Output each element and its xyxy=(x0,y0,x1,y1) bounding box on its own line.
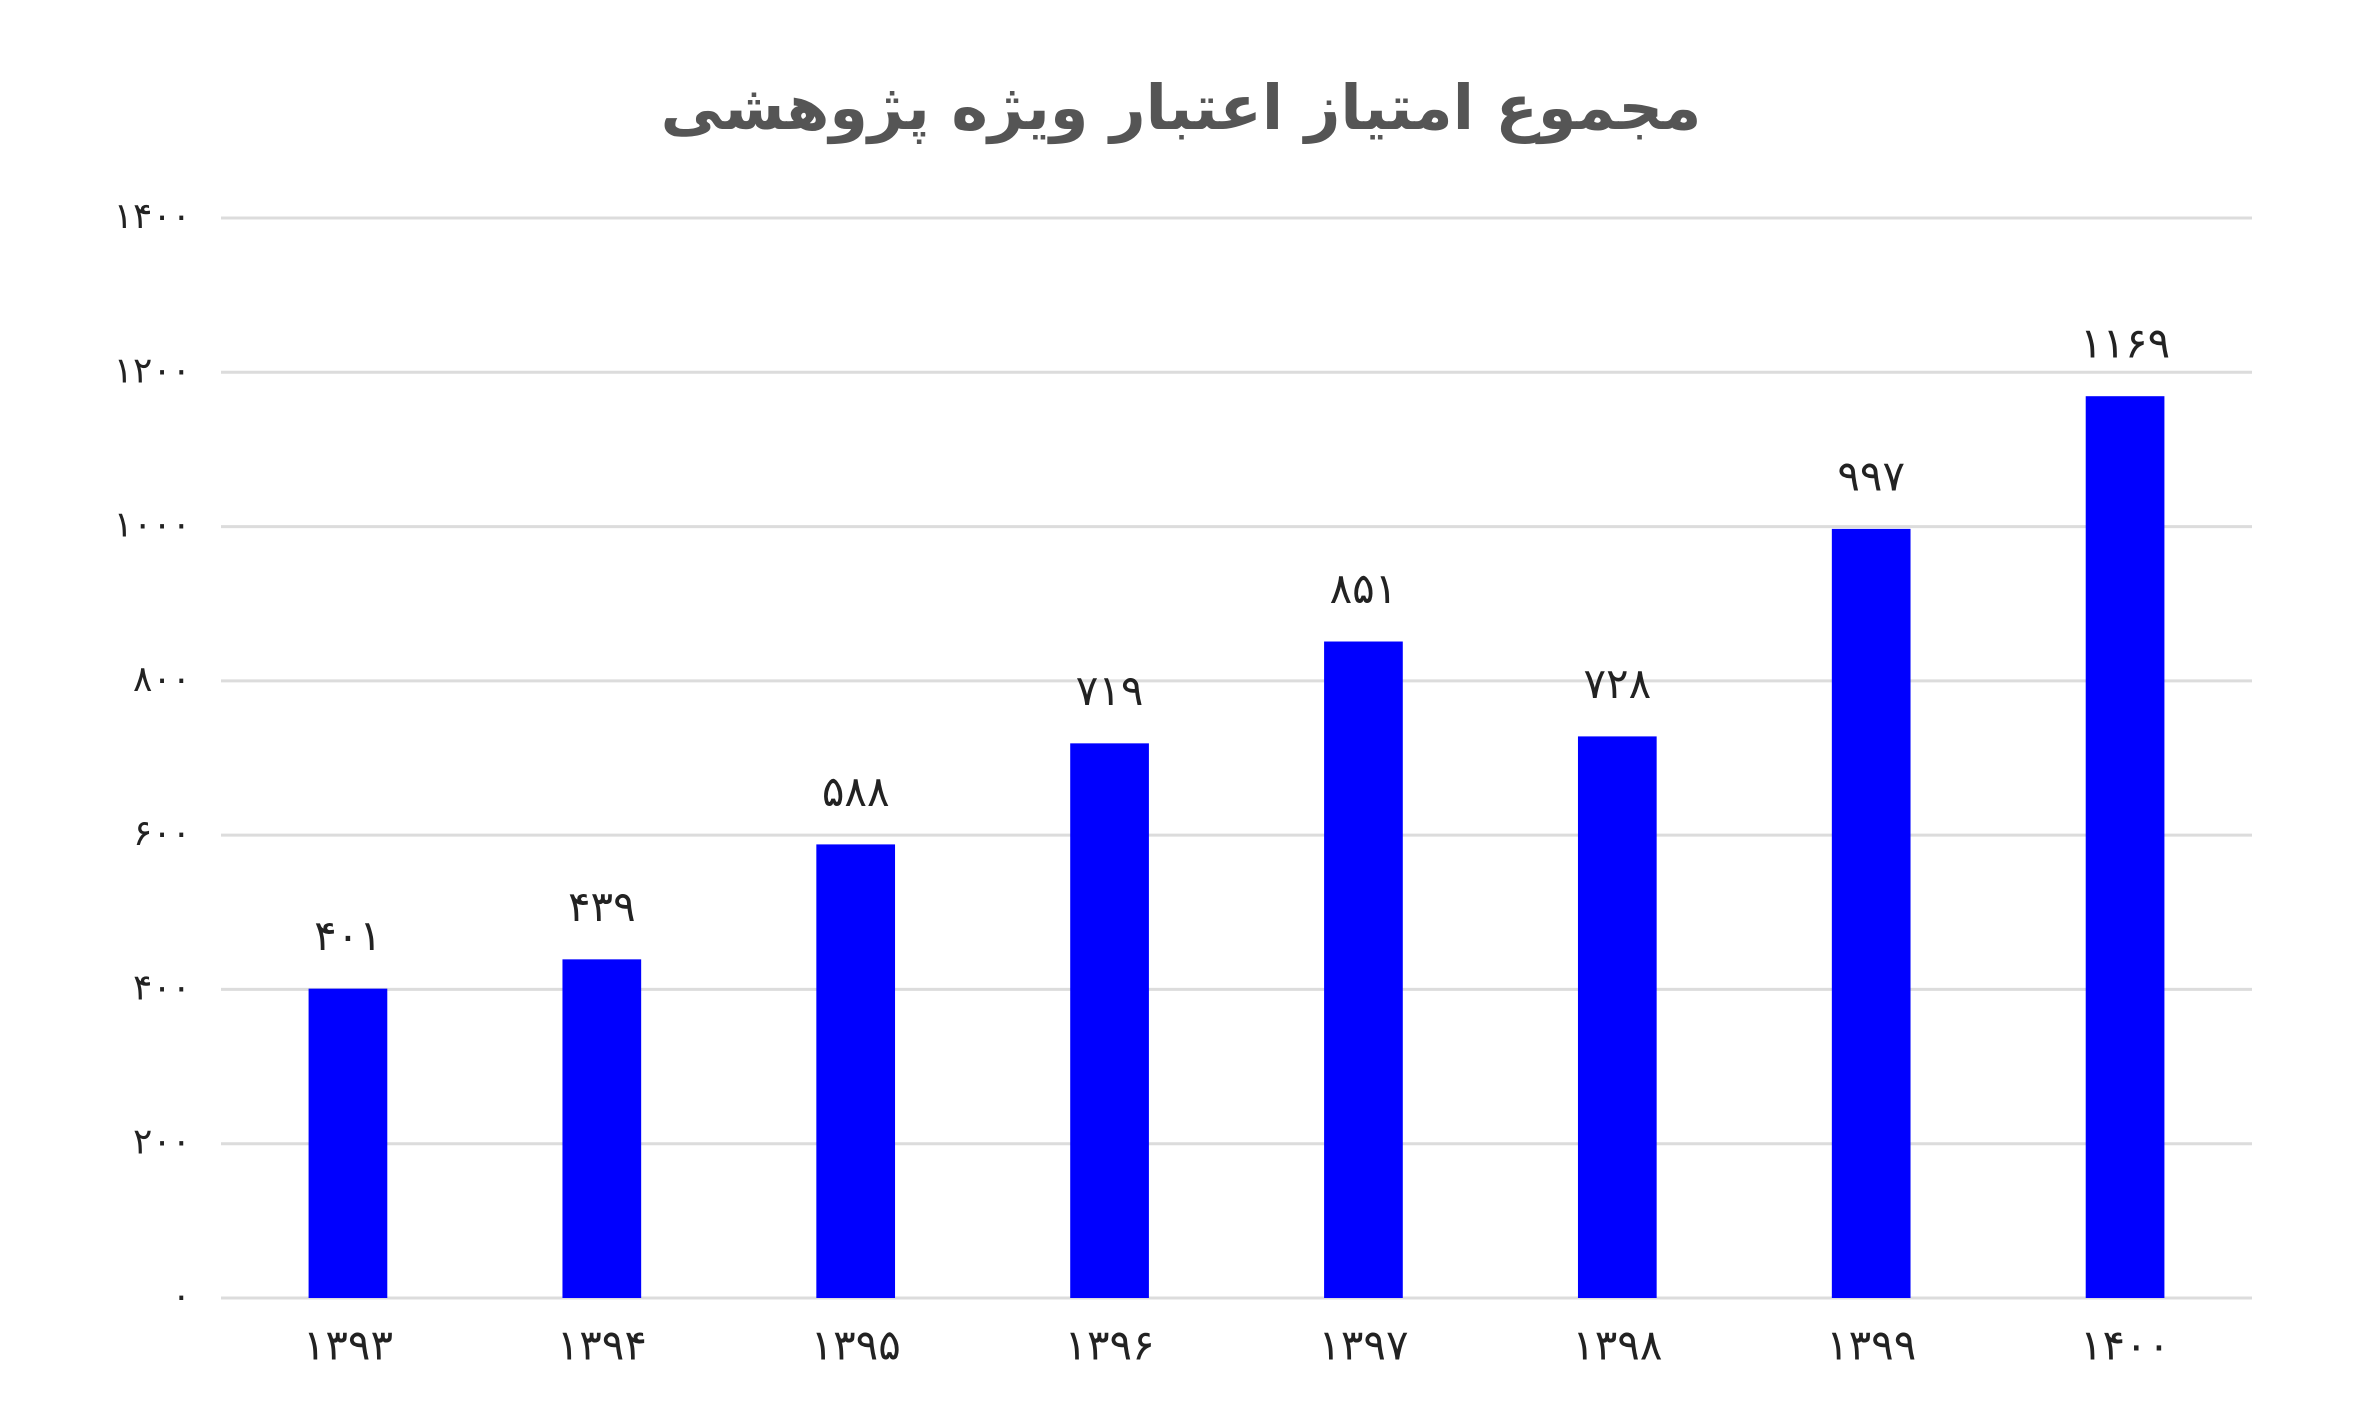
data-label: ۵۸۸ xyxy=(822,767,890,816)
data-label: ۴۰۱ xyxy=(314,911,382,960)
data-label: ۷۱۹ xyxy=(1076,666,1144,715)
y-tick-label: ۱۲۰۰ xyxy=(114,350,191,391)
x-tick-label: ۱۳۹۹ xyxy=(1826,1321,1916,1370)
bar xyxy=(1831,528,1911,1298)
y-tick-label: ۰ xyxy=(172,1276,191,1317)
x-tick-label: ۱۴۰۰ xyxy=(2080,1321,2170,1370)
x-tick-label: ۱۳۹۵ xyxy=(811,1321,901,1370)
y-tick-label: ۱۴۰۰ xyxy=(114,196,191,237)
x-tick-label: ۱۳۹۷ xyxy=(1318,1321,1408,1370)
chart-title: مجموع امتیاز اعتبار ویژه پژوهشی xyxy=(661,71,1702,144)
bar xyxy=(562,959,642,1298)
x-tick-label: ۱۳۹۴ xyxy=(557,1321,647,1370)
data-label: ۷۲۸ xyxy=(1583,659,1651,708)
bar xyxy=(308,988,388,1298)
data-label: ۴۳۹ xyxy=(568,882,636,931)
bar xyxy=(816,844,896,1298)
bar xyxy=(2085,396,2165,1298)
bar xyxy=(1577,736,1657,1298)
data-label: ۸۵۱ xyxy=(1330,564,1398,613)
data-label: ۹۹۷ xyxy=(1837,451,1905,500)
y-tick-label: ۶۰۰ xyxy=(133,813,191,854)
x-tick-label: ۱۳۹۸ xyxy=(1572,1321,1662,1370)
y-tick-label: ۸۰۰ xyxy=(133,659,191,700)
y-tick-label: ۲۰۰ xyxy=(133,1122,191,1163)
y-tick-label: ۴۰۰ xyxy=(133,967,191,1008)
y-tick-label: ۱۰۰۰ xyxy=(114,505,191,546)
x-tick-label: ۱۳۹۳ xyxy=(303,1321,393,1370)
bar xyxy=(1070,743,1149,1298)
data-label: ۱۱۶۹ xyxy=(2080,319,2170,368)
bar xyxy=(1324,641,1403,1298)
x-tick-label: ۱۳۹۶ xyxy=(1064,1321,1154,1370)
